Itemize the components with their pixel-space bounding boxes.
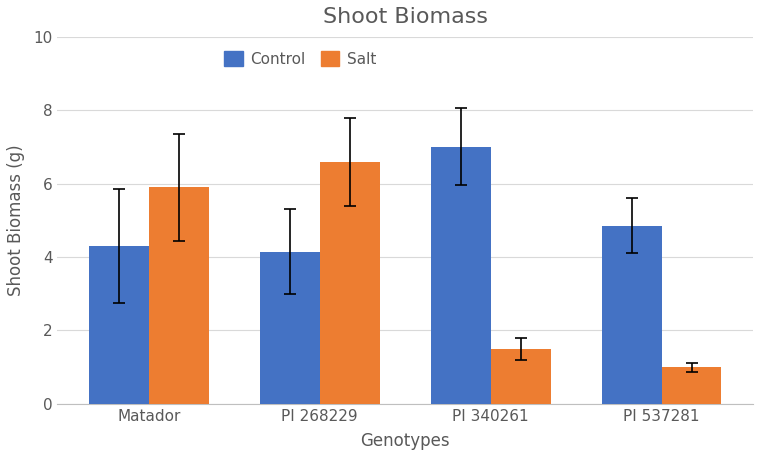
Y-axis label: Shoot Biomass (g): Shoot Biomass (g) (7, 144, 25, 296)
Bar (320, 162, 379, 404)
Bar (602, 226, 662, 404)
Bar (260, 251, 320, 404)
Bar (149, 187, 209, 404)
Bar (491, 349, 550, 404)
X-axis label: Genotypes: Genotypes (360, 432, 450, 450)
Bar (431, 147, 491, 404)
Bar (89, 246, 149, 404)
Title: Shoot Biomass: Shoot Biomass (323, 7, 488, 27)
Legend: Control, Salt: Control, Salt (218, 44, 382, 73)
Bar (662, 367, 721, 404)
